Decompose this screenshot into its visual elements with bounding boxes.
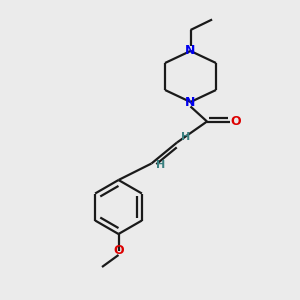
- Text: N: N: [185, 95, 196, 109]
- Text: O: O: [113, 244, 124, 257]
- Text: H: H: [156, 160, 165, 170]
- Text: N: N: [185, 44, 196, 58]
- Text: H: H: [181, 131, 190, 142]
- Text: O: O: [231, 115, 242, 128]
